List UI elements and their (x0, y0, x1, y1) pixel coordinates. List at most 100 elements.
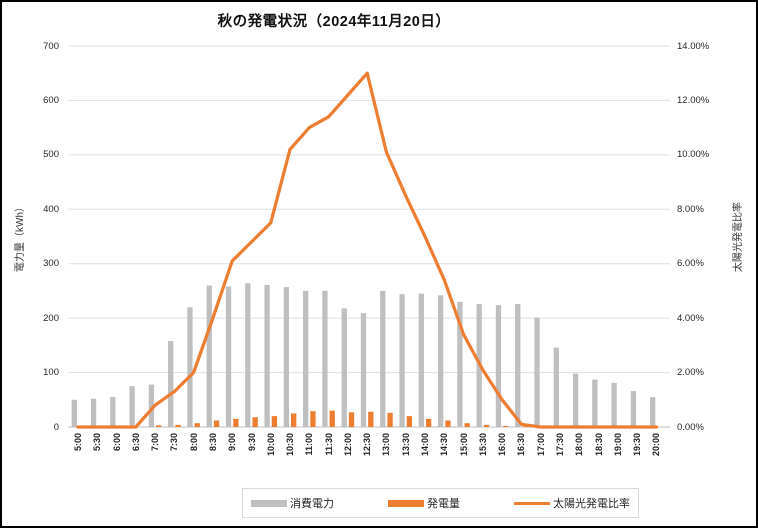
generation-bar (329, 410, 335, 427)
generation-bar (291, 413, 297, 427)
consumption-bar (90, 398, 97, 427)
x-axis-tick-label: 11:00 (304, 433, 315, 456)
generation-bar (445, 420, 451, 427)
consumption-bar (225, 286, 232, 427)
consumption-bar (360, 313, 367, 427)
consumption-bar (572, 373, 579, 427)
x-axis-tick-label: 6:30 (130, 433, 141, 452)
generation-bar (406, 416, 413, 427)
generation-bar (425, 418, 432, 427)
consumption-bar (630, 391, 637, 427)
legend-label: 消費電力 (290, 498, 334, 510)
right-axis-tick-label: 12.00% (677, 94, 710, 106)
left-axis-tick-label: 0 (53, 421, 59, 433)
consumption-bar (187, 307, 193, 427)
x-axis-tick-label: 15:30 (477, 433, 488, 457)
x-axis-tick-label: 15:00 (458, 433, 469, 457)
x-axis-tick-label: 10:00 (265, 433, 276, 457)
generation-bar (483, 424, 490, 427)
generation-bar (271, 416, 278, 427)
x-axis-tick-label: 7:00 (150, 433, 161, 452)
x-axis-tick-label: 17:30 (555, 433, 565, 457)
left-axis-tick-label: 700 (43, 40, 59, 52)
right-axis-tick-label: 4.00% (677, 312, 704, 324)
x-axis-tick-label: 13:00 (381, 433, 392, 457)
generation-bar (213, 420, 220, 427)
legend-item-ratio: 太陽光発電比率 (514, 495, 630, 511)
consumption-bar (129, 386, 135, 427)
x-axis-tick-label: 14:30 (439, 433, 450, 457)
x-axis-tick-label: 6:00 (111, 433, 122, 452)
generation-bar (464, 423, 470, 427)
legend-label: 太陽光発電比率 (553, 498, 630, 510)
x-axis-tick-label: 10:30 (285, 433, 295, 457)
generation-bar (252, 417, 258, 427)
x-axis-tick-label: 14:00 (420, 433, 430, 457)
left-axis-title: 電力量（kWh） (15, 202, 26, 272)
right-axis-tick-label: 10.00% (677, 149, 710, 161)
right-axis-tick-label: 0.00% (677, 421, 704, 433)
generation-bar (348, 412, 355, 427)
right-axis-title: 太陽光発電比率 (733, 202, 744, 272)
consumption-bar (515, 303, 521, 427)
consumption-bar (380, 290, 386, 427)
x-axis-tick-label: 16:00 (497, 433, 508, 457)
x-axis-tick-label: 13:30 (400, 433, 411, 457)
consumption-bar (264, 284, 270, 427)
consumption-bar (399, 294, 405, 427)
consumption-bar (495, 305, 502, 427)
chart-title: 秋の発電状況（2024年11月20日） (217, 14, 451, 30)
generation-bar (233, 418, 239, 427)
generation-bar (194, 423, 200, 427)
consumption-swatch-icon (251, 499, 287, 507)
consumption-bar (71, 399, 77, 427)
right-axis-tick-label: 2.00% (677, 367, 704, 379)
consumption-bar (592, 379, 598, 427)
x-axis-tick-label: 19:00 (612, 433, 623, 457)
left-axis-tick-label: 400 (43, 203, 59, 215)
consumption-bar (457, 301, 463, 427)
legend-label: 発電量 (427, 498, 460, 510)
consumption-bar (341, 308, 347, 427)
consumption-bar (168, 341, 174, 427)
generation-bar (387, 412, 393, 427)
right-axis-tick-label: 6.00% (677, 258, 704, 270)
consumption-bar (553, 347, 559, 427)
left-axis-tick-label: 200 (43, 312, 59, 324)
consumption-bar (534, 317, 540, 427)
consumption-bar (245, 283, 251, 427)
consumption-bar (148, 384, 155, 427)
legend: 消費電力 発電量 太陽光発電比率 (242, 488, 639, 518)
x-axis-tick-label: 20:00 (651, 433, 662, 457)
left-axis-tick-label: 100 (43, 367, 59, 379)
ratio-line-swatch-icon (514, 501, 550, 505)
x-axis-tick-label: 7:30 (169, 433, 180, 452)
x-axis-tick-label: 11:30 (323, 433, 334, 456)
left-axis-tick-label: 600 (43, 94, 59, 106)
consumption-bar (322, 290, 328, 427)
generation-bar (156, 425, 162, 427)
left-axis-tick-label: 300 (43, 258, 59, 270)
x-axis-tick-label: 17:00 (535, 433, 546, 457)
generation-swatch-icon (388, 499, 424, 507)
x-axis-tick-label: 12:30 (362, 433, 373, 457)
left-axis-tick-label: 500 (43, 149, 59, 161)
legend-item-consumption: 消費電力 (251, 495, 334, 511)
x-axis-tick-label: 8:00 (188, 433, 199, 452)
consumption-bar (283, 287, 290, 427)
x-axis-tick-label: 19:30 (632, 433, 643, 457)
legend-item-generation: 発電量 (388, 495, 460, 511)
x-axis-tick-label: 5:00 (72, 433, 83, 452)
x-axis-tick-label: 8:30 (207, 433, 218, 452)
right-axis-tick-label: 8.00% (677, 203, 704, 215)
consumption-bar (650, 397, 656, 427)
ratio-line (76, 71, 659, 429)
x-axis-tick-label: 16:30 (516, 433, 527, 457)
generation-bar (310, 411, 316, 427)
generation-bar (368, 411, 374, 427)
generation-bar (522, 426, 528, 427)
x-axis-tick-label: 18:30 (593, 433, 604, 457)
consumption-bar (206, 285, 212, 427)
